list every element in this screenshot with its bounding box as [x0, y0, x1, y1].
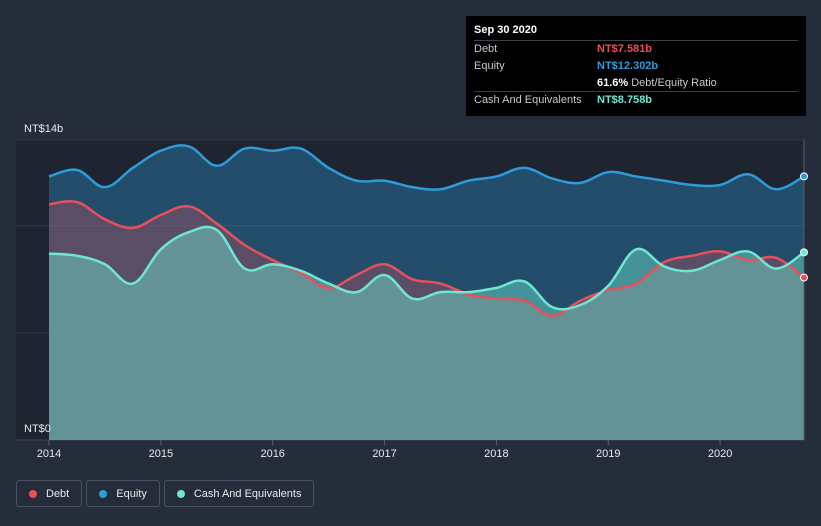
equity-line [48, 144, 805, 191]
tooltip-equity-label: Equity [474, 59, 505, 72]
cash-line [48, 225, 805, 311]
cash-dot-icon [176, 489, 185, 498]
equity-area [49, 145, 804, 441]
legend-label-equity: Equity [116, 487, 147, 500]
tooltip-equity-value: NT$12.302b [597, 59, 659, 72]
tooltip-row-cash: Cash And Equivalents NT$8.758b [474, 91, 798, 108]
debt-dot-icon [29, 489, 37, 498]
grid-lines [16, 139, 805, 441]
tooltip-cash-value: NT$8.758b [597, 94, 653, 106]
legend-label-cash: Cash And Equivalents [193, 487, 302, 500]
legend-item-cash[interactable]: Cash And Equivalents [163, 480, 315, 507]
plot-background [16, 140, 805, 440]
equity-end-point [800, 172, 808, 181]
tooltip-cash-label: Cash And Equivalents [474, 94, 582, 106]
equity-dot-icon [99, 489, 108, 498]
tooltip-debt-label: Debt [474, 43, 498, 55]
x-tick-label-2015: 2015 [149, 448, 173, 460]
x-tick-label-2016: 2016 [260, 448, 284, 460]
tooltip-ratio-caption: Debt/Equity Ratio [631, 76, 717, 89]
legend-label-debt: Debt [46, 487, 70, 500]
debt-line [48, 200, 805, 317]
x-tick-label-2019: 2019 [596, 448, 620, 460]
tooltip-panel: Sep 30 2020 Debt NT$7.581b Equity NT$12.… [466, 16, 806, 116]
cash-end-point [800, 248, 808, 257]
x-tick-label-2014: 2014 [37, 448, 61, 460]
cash-area [49, 226, 804, 440]
x-axis-ticks: 2014 2015 2016 2017 2018 2019 2020 [37, 440, 732, 460]
tooltip-row-equity: Equity NT$12.302b [474, 57, 798, 74]
x-tick-label-2020: 2020 [708, 448, 732, 460]
chart-legend: Debt Equity Cash And Equivalents [16, 480, 315, 507]
debt-end-point [800, 273, 808, 282]
tooltip-row-debt: Debt NT$7.581b [474, 40, 798, 57]
legend-item-debt[interactable]: Debt [16, 480, 83, 507]
tooltip-date: Sep 30 2020 [474, 24, 537, 36]
y-axis-top-label: NT$14b [24, 123, 63, 135]
x-tick-label-2018: 2018 [484, 448, 508, 460]
tooltip-row-ratio: 61.6% Debt/Equity Ratio [474, 74, 798, 91]
legend-item-equity[interactable]: Equity [86, 480, 160, 507]
series-lines [48, 144, 805, 317]
end-markers [800, 172, 808, 282]
tooltip-debt-value: NT$7.581b [597, 43, 653, 55]
x-tick-label-2017: 2017 [372, 448, 396, 460]
y-axis-bottom-label: NT$0 [24, 423, 51, 435]
tooltip-ratio-value: 61.6% [597, 76, 629, 89]
